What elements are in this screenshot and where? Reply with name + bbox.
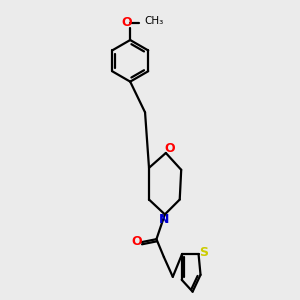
Text: O: O [164, 142, 175, 154]
Text: S: S [199, 245, 208, 259]
Text: O: O [131, 235, 142, 248]
Text: O: O [121, 16, 131, 29]
Text: N: N [159, 213, 169, 226]
Text: CH₃: CH₃ [144, 16, 163, 26]
